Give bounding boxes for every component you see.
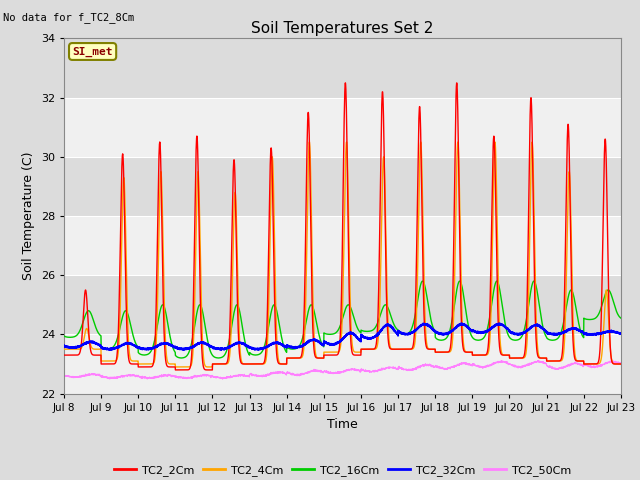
Bar [64, 216, 621, 275]
Text: SI_met: SI_met [72, 47, 113, 57]
Bar [64, 38, 621, 97]
X-axis label: Time: Time [327, 418, 358, 431]
Bar [64, 275, 621, 335]
Bar [64, 157, 621, 216]
Bar [64, 97, 621, 157]
Title: Soil Temperatures Set 2: Soil Temperatures Set 2 [252, 21, 433, 36]
Legend: TC2_2Cm, TC2_4Cm, TC2_16Cm, TC2_32Cm, TC2_50Cm: TC2_2Cm, TC2_4Cm, TC2_16Cm, TC2_32Cm, TC… [109, 461, 575, 480]
Text: No data for f_TC2_8Cm: No data for f_TC2_8Cm [3, 12, 134, 23]
Y-axis label: Soil Temperature (C): Soil Temperature (C) [22, 152, 35, 280]
Bar [64, 335, 621, 394]
